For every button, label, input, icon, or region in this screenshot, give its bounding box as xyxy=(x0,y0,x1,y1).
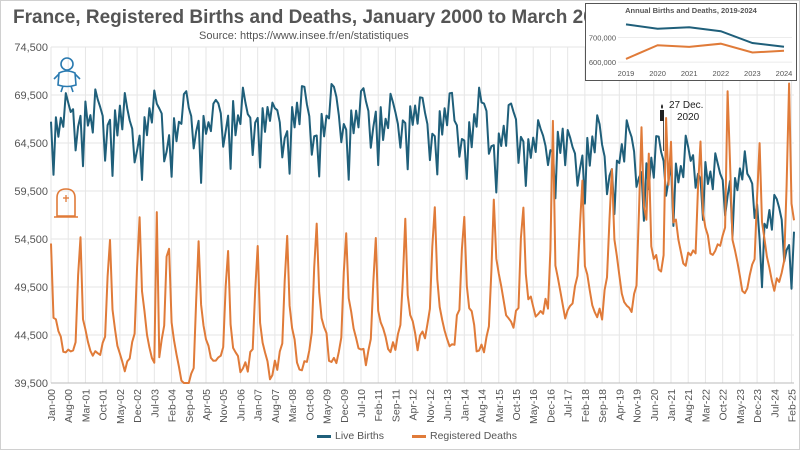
inset-x-tick-label: 2020 xyxy=(649,69,666,78)
inset-y-tick-label: 700,000 xyxy=(589,34,616,43)
x-tick-label: Jul-10 xyxy=(356,389,368,418)
x-tick-label: May-23 xyxy=(735,389,747,424)
legend-births-label: Live Births xyxy=(335,430,385,442)
y-tick-label: 44,500 xyxy=(14,330,48,342)
baby-icon xyxy=(53,57,81,93)
y-tick-label: 64,500 xyxy=(14,138,48,150)
x-tick-label: Mar-22 xyxy=(700,389,712,422)
x-tick-label: Feb-11 xyxy=(373,389,385,422)
x-tick-label: Jul-03 xyxy=(149,389,161,418)
x-tick-label: Feb-18 xyxy=(580,389,592,422)
inset-title: Annual Births and Deaths, 2019-2024 xyxy=(625,6,757,15)
x-tick-label: Oct-08 xyxy=(304,389,316,421)
x-tick-label: Aug-21 xyxy=(683,389,695,423)
x-tick-label: Oct-22 xyxy=(718,389,730,421)
x-tick-label: Dec-23 xyxy=(752,389,764,423)
x-tick-label: Mar-15 xyxy=(494,389,506,422)
chart-source: Source: https://www.insee.fr/en/statisti… xyxy=(199,30,409,42)
gravestone-icon xyxy=(54,188,78,218)
x-tick-label: Jun-06 xyxy=(235,389,247,421)
x-tick-label: Mar-08 xyxy=(287,389,299,422)
x-tick-label: Aug-14 xyxy=(477,389,489,423)
x-tick-label: Jan-14 xyxy=(459,389,471,421)
inset-chart: 600,000 700,000 2019 2020 2021 2022 2023 2024 A… xyxy=(585,3,797,81)
inset-x-tick-label: 2019 xyxy=(618,69,635,78)
candle-icon xyxy=(660,104,664,121)
chart-title: France, Registered Births and Deaths, Ja… xyxy=(13,7,615,28)
x-tick-label: Dec-16 xyxy=(545,389,557,423)
inset-x-tick-label: 2023 xyxy=(744,69,761,78)
inset-x-tick-label: 2021 xyxy=(681,69,698,78)
x-tick-label: Oct-15 xyxy=(511,389,523,421)
x-tick-label: Feb-04 xyxy=(167,389,179,422)
x-tick-label: Jan-00 xyxy=(46,389,58,421)
x-tick-label: Aug-00 xyxy=(63,389,75,423)
y-tick-label: 39,500 xyxy=(14,378,48,390)
x-tick-label: Apr-19 xyxy=(614,389,626,421)
x-tick-label: May-16 xyxy=(528,389,540,424)
inset-deaths-line xyxy=(625,42,785,60)
inset-x-tick-label: 2024 xyxy=(776,69,793,78)
x-tick-label: Sep-04 xyxy=(184,389,196,423)
inset-x-tick-label: 2022 xyxy=(712,69,729,78)
legend-deaths-label: Registered Deaths xyxy=(430,430,517,442)
x-tick-label: Jun-20 xyxy=(649,389,661,421)
x-tick-label: Dec-02 xyxy=(132,389,144,423)
x-tick-label: Apr-12 xyxy=(408,389,420,421)
x-tick-label: Jun-13 xyxy=(442,389,454,421)
x-tick-label: Apr-05 xyxy=(201,389,213,421)
inset-births-line xyxy=(625,23,785,48)
annotation-line1: 27 Dec. xyxy=(669,100,703,111)
x-tick-label: Nov-05 xyxy=(218,389,230,423)
x-tick-label: Sep-18 xyxy=(597,389,609,423)
legend-deaths: Registered Deaths xyxy=(412,430,517,442)
inset-y-tick-label: 600,000 xyxy=(589,58,616,67)
y-tick-label: 69,500 xyxy=(14,90,48,102)
x-tick-label: May-02 xyxy=(115,389,127,424)
x-tick-label: Jan-07 xyxy=(253,389,265,421)
x-tick-label: Aug-07 xyxy=(270,389,282,423)
x-tick-label: Nov-12 xyxy=(425,389,437,423)
x-tick-label: Mar-01 xyxy=(80,389,92,422)
y-tick-label: 59,500 xyxy=(14,186,48,198)
annotation-line2: 2020 xyxy=(677,112,700,123)
x-tick-label: Dec-09 xyxy=(339,389,351,423)
x-tick-label: Sep-11 xyxy=(390,389,402,422)
x-tick-label: Jul-17 xyxy=(563,389,575,418)
x-tick-label: Jan-21 xyxy=(666,389,678,421)
y-tick-label: 74,500 xyxy=(14,42,48,54)
x-tick-label: Oct-01 xyxy=(98,389,110,421)
deaths-line xyxy=(50,82,795,384)
y-tick-label: 54,500 xyxy=(14,234,48,246)
x-tick-label: Nov-19 xyxy=(632,389,644,423)
legend-births: Live Births xyxy=(317,430,384,442)
x-tick-label: Feb-25 xyxy=(787,389,799,422)
x-tick-label: Jul-24 xyxy=(769,389,781,418)
x-tick-label: May-09 xyxy=(322,389,334,424)
y-tick-label: 49,500 xyxy=(14,282,48,294)
